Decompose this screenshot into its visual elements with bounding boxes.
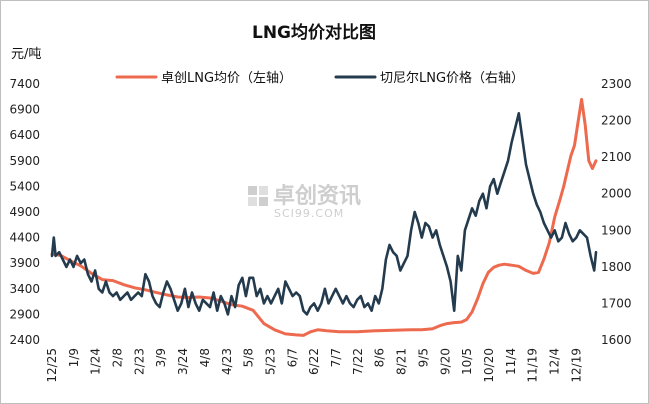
x-tick-label: 1/24	[89, 348, 103, 375]
left-tick-label: 6900	[9, 103, 40, 117]
right-tick-label: 1900	[601, 223, 632, 237]
series-layer	[50, 97, 598, 337]
x-tick-label: 7/22	[351, 348, 365, 375]
x-tick-label: 9/20	[438, 348, 452, 375]
x-tick-label: 6/22	[307, 348, 321, 375]
x-tick-label: 4/23	[220, 348, 234, 375]
x-tick-label: 12/4	[547, 348, 561, 375]
right-tick-label: 2100	[601, 150, 632, 164]
left-axis: 2400 2900 3400 3900 4400 4900 5400 5900 6400 6900…	[9, 77, 40, 347]
right-axis: 1600 1700 1800 1900 2000 2100 2200 2300	[601, 77, 632, 347]
left-tick-label: 5900	[9, 154, 40, 168]
x-tick-label: 11/4	[504, 348, 518, 375]
legend: 卓创LNG均价（左轴） 切尼尔LNG价格（右轴）	[115, 70, 524, 86]
left-tick-label: 6400	[9, 128, 40, 142]
left-tick-label: 4900	[9, 205, 40, 219]
y-unit-label: 元/吨	[11, 47, 41, 62]
left-tick-label: 7400	[9, 77, 40, 91]
left-tick-label: 3900	[9, 256, 40, 270]
right-tick-label: 2000	[601, 187, 632, 201]
x-tick-label: 5/8	[242, 348, 256, 367]
x-tick-label: 3/9	[154, 348, 168, 367]
left-tick-label: 4400	[9, 231, 40, 245]
x-tick-label: 10/5	[460, 348, 474, 375]
series-line-orange	[50, 97, 598, 337]
watermark-main: 卓创资讯	[273, 184, 361, 209]
right-tick-label: 1800	[601, 260, 632, 274]
series-line-navy	[50, 112, 598, 316]
x-axis: 12/25 1/9 1/24 2/8 2/23 3/9 3/24 4/8 4/23 5/8 5/23…	[45, 348, 583, 383]
watermark-sub: SCI99.COM	[274, 207, 344, 220]
left-tick-label: 5400	[9, 179, 40, 193]
x-tick-label: 3/24	[176, 348, 190, 375]
right-tick-label: 2300	[601, 77, 632, 91]
chart-title: LNG均价对比图	[252, 22, 376, 43]
left-tick-label: 2400	[9, 333, 40, 347]
x-tick-label: 9/5	[416, 348, 430, 367]
x-tick-label: 10/20	[482, 348, 496, 383]
x-tick-label: 8/21	[395, 348, 409, 375]
legend-label-navy: 切尼尔LNG价格（右轴）	[380, 70, 524, 86]
x-tick-label: 6/7	[285, 348, 299, 367]
x-tick-label: 5/23	[263, 348, 277, 375]
right-tick-label: 1600	[601, 333, 632, 347]
x-tick-label: 12/25	[45, 348, 59, 383]
x-tick-label: 7/7	[329, 348, 343, 367]
legend-label-orange: 卓创LNG均价（左轴）	[161, 71, 292, 86]
x-tick-label: 2/23	[132, 348, 146, 375]
right-tick-label: 1700	[601, 296, 632, 310]
right-tick-label: 2200	[601, 114, 632, 128]
watermark: 卓创资讯 SCI99.COM	[248, 184, 361, 220]
watermark-logo	[248, 186, 268, 206]
left-tick-label: 2900	[9, 307, 40, 321]
x-tick-label: 8/6	[373, 348, 387, 367]
x-tick-label: 1/9	[67, 348, 81, 367]
x-tick-label: 2/8	[111, 348, 125, 367]
x-tick-label: 4/8	[198, 348, 212, 367]
x-tick-label: 12/19	[569, 348, 583, 383]
left-tick-label: 3400	[9, 282, 40, 296]
x-tick-label: 11/19	[526, 348, 540, 383]
